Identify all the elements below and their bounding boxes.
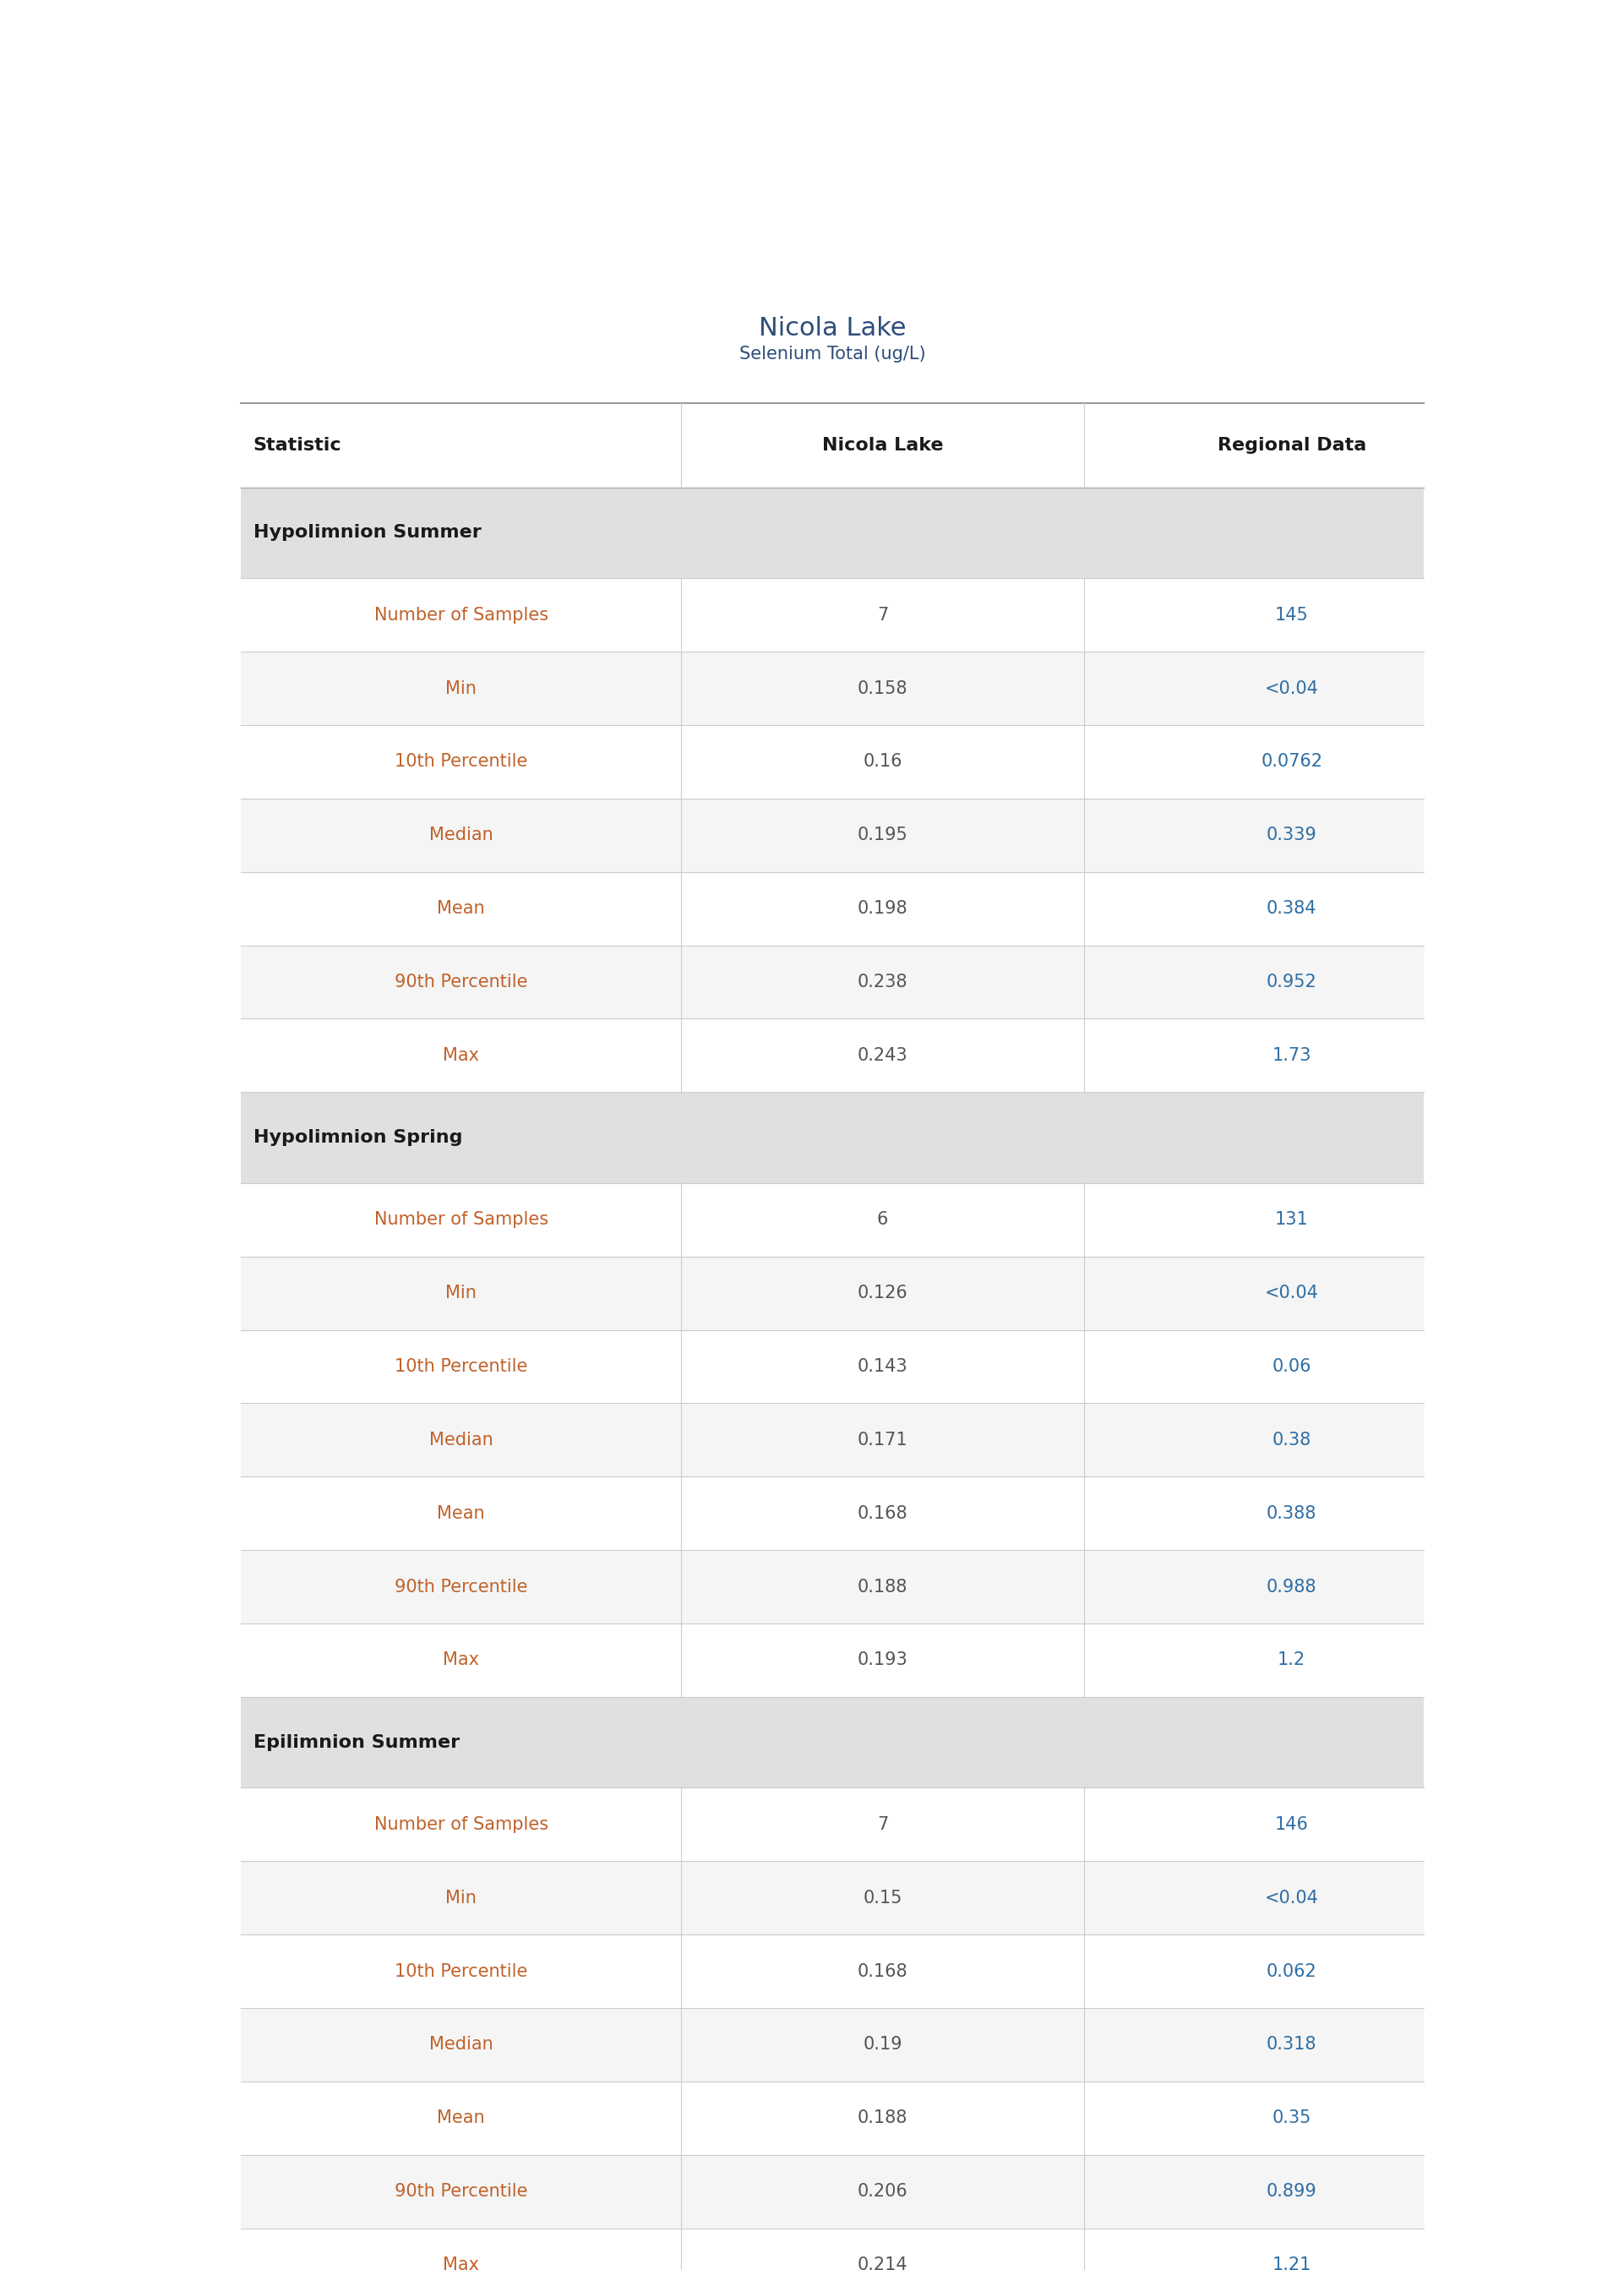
Bar — [240, 2229, 1424, 2270]
Bar — [240, 1330, 1424, 1403]
Text: Hypolimnion Spring: Hypolimnion Spring — [253, 1128, 463, 1146]
Text: 131: 131 — [1275, 1212, 1309, 1228]
Text: 0.238: 0.238 — [857, 974, 908, 990]
Text: 10th Percentile: 10th Percentile — [395, 1964, 528, 1979]
Text: 0.243: 0.243 — [857, 1046, 908, 1065]
Bar — [240, 2009, 1424, 2082]
Text: 1.21: 1.21 — [1272, 2256, 1311, 2270]
Text: Max: Max — [443, 1653, 479, 1668]
Text: 6: 6 — [877, 1212, 888, 1228]
Text: Statistic: Statistic — [253, 438, 341, 454]
Text: 0.15: 0.15 — [862, 1889, 903, 1907]
Text: 0.143: 0.143 — [857, 1357, 908, 1376]
Bar — [240, 651, 1424, 724]
Text: Epilimnion Summer: Epilimnion Summer — [253, 1734, 460, 1750]
Bar — [240, 799, 1424, 872]
Text: 0.35: 0.35 — [1272, 2109, 1311, 2127]
Bar — [240, 724, 1424, 799]
Text: 146: 146 — [1275, 1816, 1309, 1832]
Text: 0.198: 0.198 — [857, 901, 908, 917]
Text: Mean: Mean — [437, 2109, 486, 2127]
Text: 0.38: 0.38 — [1272, 1432, 1311, 1448]
Text: 0.384: 0.384 — [1267, 901, 1317, 917]
Text: Regional Data: Regional Data — [1218, 438, 1366, 454]
Bar — [240, 1478, 1424, 1550]
Text: 10th Percentile: 10th Percentile — [395, 754, 528, 770]
Bar — [240, 2082, 1424, 2154]
Text: 0.171: 0.171 — [857, 1432, 908, 1448]
Text: 0.388: 0.388 — [1267, 1505, 1317, 1521]
Text: Median: Median — [429, 1432, 494, 1448]
Text: Min: Min — [445, 1889, 476, 1907]
Bar — [240, 1092, 1424, 1183]
Bar — [240, 404, 1424, 488]
Text: 0.16: 0.16 — [862, 754, 903, 770]
Text: <0.04: <0.04 — [1265, 1889, 1319, 1907]
Text: 90th Percentile: 90th Percentile — [395, 1578, 528, 1596]
Text: 0.988: 0.988 — [1267, 1578, 1317, 1596]
Bar — [240, 1258, 1424, 1330]
Text: 0.193: 0.193 — [857, 1653, 908, 1668]
Text: 0.206: 0.206 — [857, 2184, 908, 2200]
Text: 0.126: 0.126 — [857, 1285, 908, 1301]
Bar — [240, 1789, 1424, 1861]
Bar — [240, 1019, 1424, 1092]
Bar — [240, 579, 1424, 651]
Text: Min: Min — [445, 681, 476, 697]
Text: 0.952: 0.952 — [1267, 974, 1317, 990]
Text: 0.195: 0.195 — [857, 826, 908, 844]
Text: 0.899: 0.899 — [1267, 2184, 1317, 2200]
Bar — [240, 1550, 1424, 1623]
Text: 10th Percentile: 10th Percentile — [395, 1357, 528, 1376]
Text: Min: Min — [445, 1285, 476, 1301]
Bar — [240, 2154, 1424, 2229]
Text: Nicola Lake: Nicola Lake — [758, 316, 906, 340]
Text: Max: Max — [443, 2256, 479, 2270]
Bar — [240, 1623, 1424, 1698]
Text: 7: 7 — [877, 606, 888, 624]
Text: 7: 7 — [877, 1816, 888, 1832]
Text: 0.168: 0.168 — [857, 1964, 908, 1979]
Text: <0.04: <0.04 — [1265, 1285, 1319, 1301]
Bar — [240, 872, 1424, 944]
Text: 0.168: 0.168 — [857, 1505, 908, 1521]
Bar — [240, 1698, 1424, 1789]
Text: 0.062: 0.062 — [1267, 1964, 1317, 1979]
Text: 0.188: 0.188 — [857, 1578, 908, 1596]
Bar — [240, 1934, 1424, 2009]
Text: 1.2: 1.2 — [1278, 1653, 1306, 1668]
Text: Median: Median — [429, 826, 494, 844]
Text: Mean: Mean — [437, 901, 486, 917]
Bar — [240, 944, 1424, 1019]
Text: 145: 145 — [1275, 606, 1309, 624]
Text: 90th Percentile: 90th Percentile — [395, 974, 528, 990]
Bar — [240, 1183, 1424, 1258]
Text: Selenium Total (ug/L): Selenium Total (ug/L) — [739, 345, 926, 363]
Text: 1.73: 1.73 — [1272, 1046, 1311, 1065]
Text: 0.188: 0.188 — [857, 2109, 908, 2127]
Bar — [240, 1861, 1424, 1934]
Text: Mean: Mean — [437, 1505, 486, 1521]
Bar — [240, 1403, 1424, 1478]
Text: 0.158: 0.158 — [857, 681, 908, 697]
Text: 0.318: 0.318 — [1267, 2036, 1317, 2054]
Text: Nicola Lake: Nicola Lake — [822, 438, 944, 454]
Text: 90th Percentile: 90th Percentile — [395, 2184, 528, 2200]
Text: Max: Max — [443, 1046, 479, 1065]
Text: 0.06: 0.06 — [1272, 1357, 1311, 1376]
Text: Number of Samples: Number of Samples — [374, 606, 547, 624]
Text: Number of Samples: Number of Samples — [374, 1212, 547, 1228]
Text: Number of Samples: Number of Samples — [374, 1816, 547, 1832]
Text: Median: Median — [429, 2036, 494, 2054]
Text: 0.339: 0.339 — [1267, 826, 1317, 844]
Text: <0.04: <0.04 — [1265, 681, 1319, 697]
Text: 0.214: 0.214 — [857, 2256, 908, 2270]
Text: Hypolimnion Summer: Hypolimnion Summer — [253, 524, 481, 540]
Text: 0.0762: 0.0762 — [1260, 754, 1322, 770]
Text: 0.19: 0.19 — [862, 2036, 903, 2054]
Bar — [240, 488, 1424, 579]
